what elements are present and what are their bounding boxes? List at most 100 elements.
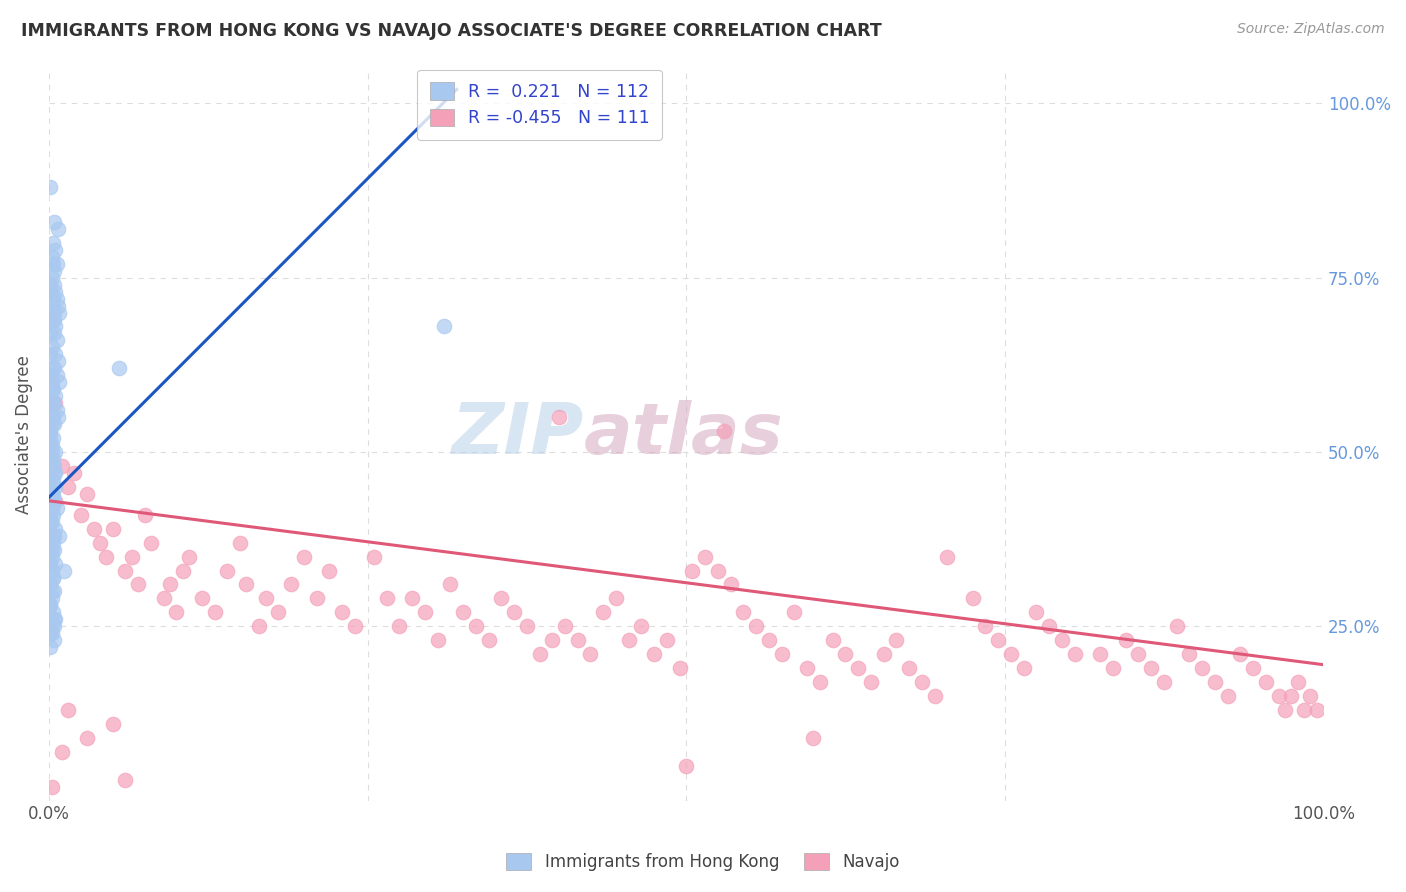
Point xyxy=(41,445,63,459)
Point xyxy=(235,577,257,591)
Point xyxy=(630,619,652,633)
Point xyxy=(803,731,825,745)
Point xyxy=(318,564,340,578)
Point xyxy=(48,305,70,319)
Point xyxy=(655,633,678,648)
Point xyxy=(39,410,62,425)
Point xyxy=(1063,647,1085,661)
Legend: Immigrants from Hong Kong, Navajo: Immigrants from Hong Kong, Navajo xyxy=(498,845,908,880)
Point xyxy=(41,410,63,425)
Point xyxy=(39,389,62,403)
Point xyxy=(56,480,79,494)
Point xyxy=(39,577,62,591)
Point xyxy=(45,292,67,306)
Point xyxy=(41,312,63,326)
Point xyxy=(44,445,66,459)
Point xyxy=(1140,661,1163,675)
Point xyxy=(44,243,66,257)
Point xyxy=(76,487,98,501)
Point xyxy=(45,368,67,383)
Point xyxy=(42,473,65,487)
Point xyxy=(491,591,513,606)
Y-axis label: Associate's Degree: Associate's Degree xyxy=(15,355,32,514)
Point xyxy=(643,647,665,661)
Point xyxy=(172,564,194,578)
Point xyxy=(770,647,793,661)
Point xyxy=(42,570,65,584)
Point xyxy=(42,612,65,626)
Point xyxy=(1204,675,1226,690)
Point xyxy=(39,277,62,292)
Point xyxy=(121,549,143,564)
Point xyxy=(76,731,98,745)
Point xyxy=(1229,647,1251,661)
Point xyxy=(44,319,66,334)
Point xyxy=(1038,619,1060,633)
Point xyxy=(936,549,959,564)
Point xyxy=(44,285,66,299)
Text: IMMIGRANTS FROM HONG KONG VS NAVAJO ASSOCIATE'S DEGREE CORRELATION CHART: IMMIGRANTS FROM HONG KONG VS NAVAJO ASSO… xyxy=(21,22,882,40)
Point xyxy=(247,619,270,633)
Point xyxy=(44,480,66,494)
Point xyxy=(41,438,63,452)
Point xyxy=(1128,647,1150,661)
Point xyxy=(1166,619,1188,633)
Point xyxy=(44,612,66,626)
Point xyxy=(42,312,65,326)
Point xyxy=(139,535,162,549)
Point xyxy=(884,633,907,648)
Point xyxy=(39,473,62,487)
Point xyxy=(46,410,69,425)
Point xyxy=(42,235,65,250)
Point xyxy=(39,529,62,543)
Point xyxy=(42,487,65,501)
Point xyxy=(45,257,67,271)
Point xyxy=(44,347,66,361)
Point xyxy=(1306,703,1329,717)
Point xyxy=(1267,689,1289,703)
Point xyxy=(159,577,181,591)
Point xyxy=(41,299,63,313)
Point xyxy=(229,535,252,549)
Point xyxy=(42,466,65,480)
Point xyxy=(39,557,62,571)
Point xyxy=(127,577,149,591)
Point xyxy=(63,466,86,480)
Point xyxy=(41,376,63,390)
Point xyxy=(1241,661,1264,675)
Point xyxy=(733,606,755,620)
Point xyxy=(42,410,65,425)
Point xyxy=(911,675,934,690)
Point xyxy=(280,577,302,591)
Point xyxy=(69,508,91,522)
Point xyxy=(41,270,63,285)
Point xyxy=(898,661,921,675)
Point xyxy=(89,535,111,549)
Point xyxy=(592,606,614,620)
Point xyxy=(42,382,65,396)
Point xyxy=(48,529,70,543)
Point xyxy=(668,661,690,675)
Point xyxy=(974,619,997,633)
Point xyxy=(39,368,62,383)
Point xyxy=(42,452,65,467)
Point xyxy=(39,368,62,383)
Point xyxy=(1178,647,1201,661)
Point xyxy=(41,515,63,529)
Text: Source: ZipAtlas.com: Source: ZipAtlas.com xyxy=(1237,22,1385,37)
Point xyxy=(39,424,62,438)
Point xyxy=(165,606,187,620)
Point xyxy=(1050,633,1073,648)
Point xyxy=(42,493,65,508)
Point xyxy=(363,549,385,564)
Point xyxy=(745,619,768,633)
Point xyxy=(451,606,474,620)
Point xyxy=(83,522,105,536)
Point xyxy=(101,717,124,731)
Point xyxy=(1254,675,1277,690)
Point xyxy=(53,564,76,578)
Point xyxy=(41,396,63,410)
Point xyxy=(39,180,62,194)
Point xyxy=(39,493,62,508)
Point xyxy=(547,410,569,425)
